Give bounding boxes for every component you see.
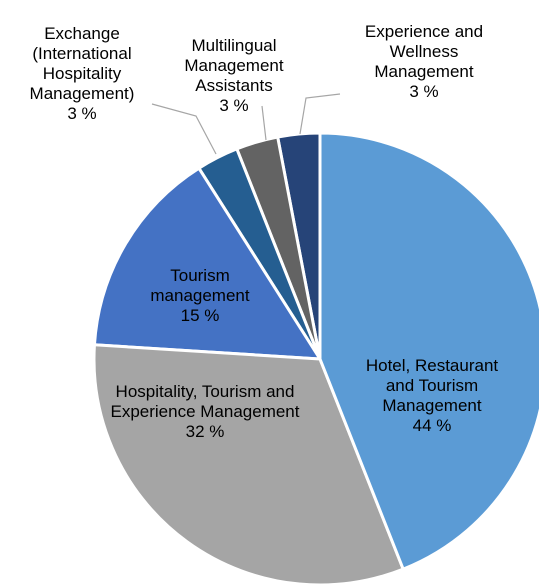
slice-label: Exchange (International Hospitality Mana… <box>0 24 167 124</box>
category-name: Hotel, Restaurant and Tourism Management <box>365 356 499 415</box>
value-label: 3 % <box>409 82 439 101</box>
pie-slice <box>92 166 323 361</box>
category-name: Hospitality, Tourism and Experience Mana… <box>110 382 300 421</box>
slice-label: Tourism management 15 % <box>130 266 270 326</box>
slice-label: Multilingual Management Assistants 3 % <box>164 36 304 116</box>
leader-line <box>261 105 267 141</box>
leader-line <box>299 93 341 135</box>
slice-label: Experience and Wellness Management 3 % <box>344 22 504 102</box>
slice-label: Hospitality, Tourism and Experience Mana… <box>90 382 320 442</box>
category-name: Exchange (International Hospitality Mana… <box>29 24 135 103</box>
category-name: Experience and Wellness Management <box>364 22 484 81</box>
slice-label: Hotel, Restaurant and Tourism Management… <box>357 356 507 436</box>
value-label: 15 % <box>180 306 220 325</box>
value-label: 44 % <box>412 416 452 435</box>
pie-slice <box>318 131 539 572</box>
value-label: 32 % <box>185 422 225 441</box>
value-label: 3 % <box>219 96 249 115</box>
category-name: Multilingual Management Assistants <box>184 36 284 95</box>
pie-slice <box>92 343 406 587</box>
value-label: 3 % <box>67 104 97 123</box>
leader-line <box>151 103 217 155</box>
category-name: Tourism management <box>150 266 250 305</box>
